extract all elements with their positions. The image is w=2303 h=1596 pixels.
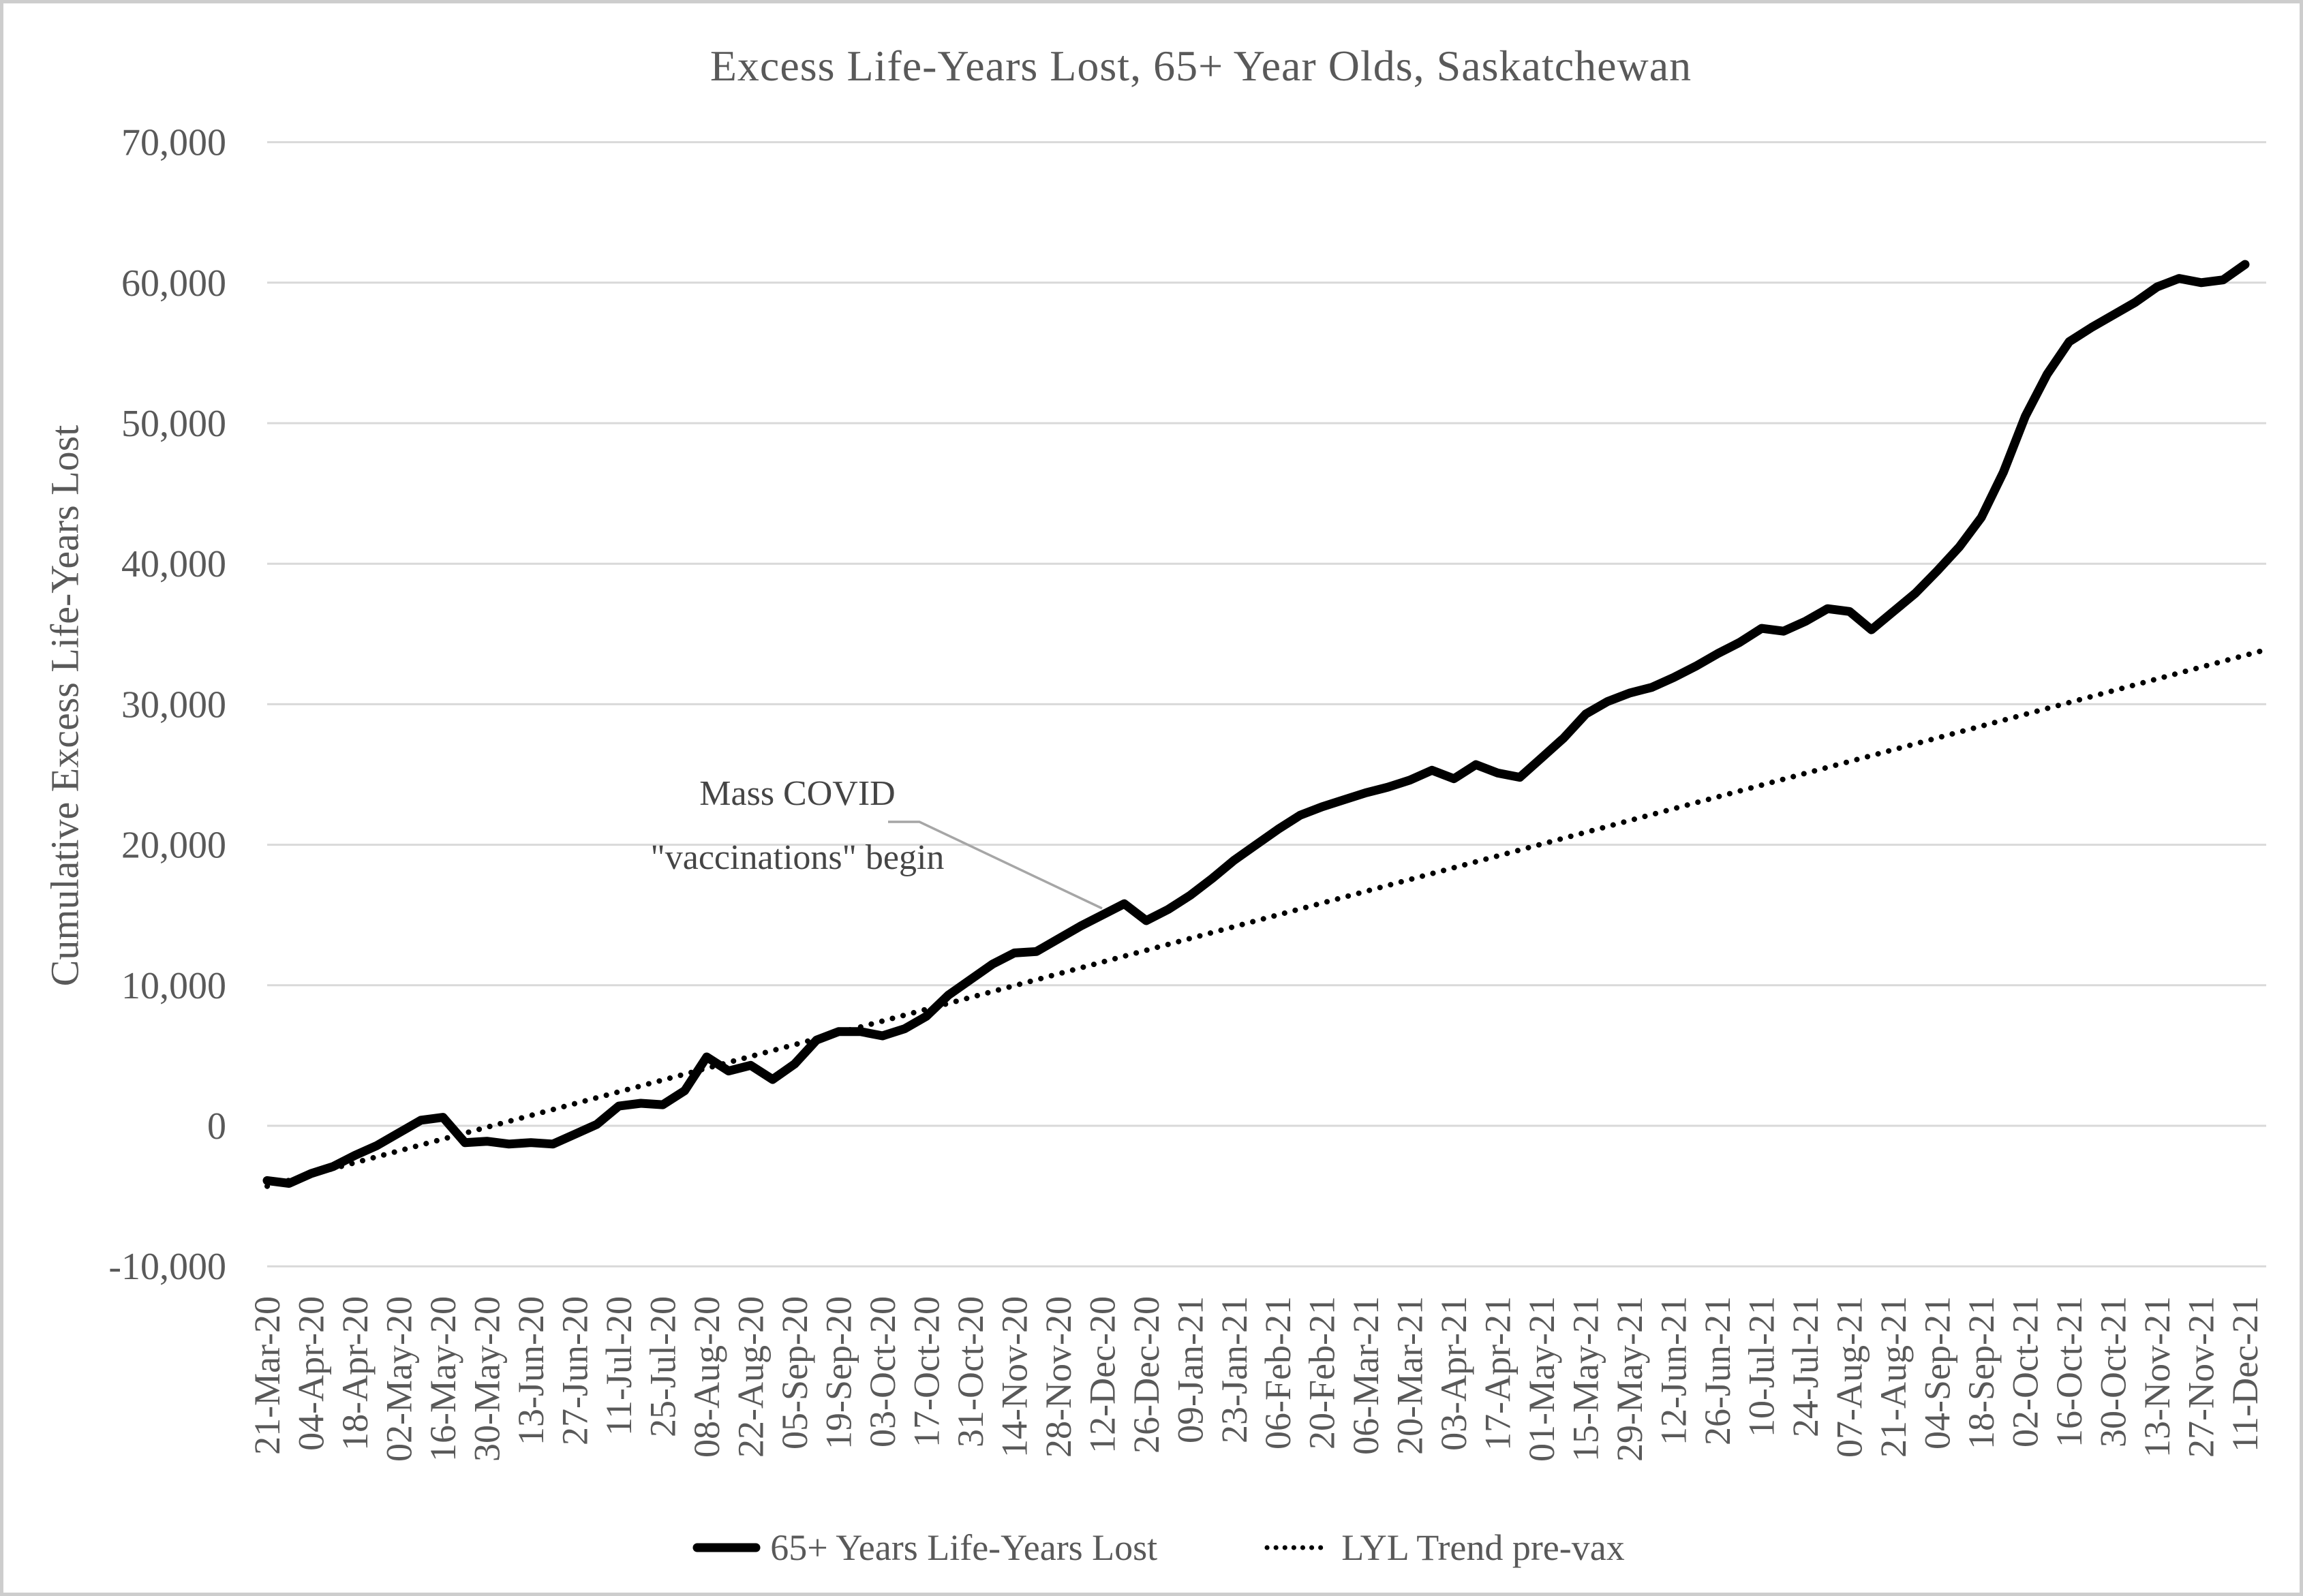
x-tick-label: 01-May-21 (1521, 1296, 1562, 1462)
x-tick-label: 18-Apr-20 (335, 1296, 376, 1451)
y-tick-label: 20,000 (121, 825, 226, 867)
x-tick-label: 04-Sep-21 (1917, 1296, 1958, 1449)
y-tick-label: 30,000 (121, 684, 226, 726)
y-tick-label: 50,000 (121, 403, 226, 445)
series-line (262, 260, 2250, 1188)
trend-line-sample (1264, 1545, 1331, 1550)
x-tick-label: 11-Dec-21 (2225, 1296, 2266, 1452)
x-tick-label: 09-Jan-21 (1170, 1296, 1210, 1443)
x-tick-label: 26-Jun-21 (1697, 1296, 1738, 1445)
x-tick-label: 15-May-21 (1566, 1296, 1606, 1462)
x-tick-label: 05-Sep-20 (774, 1296, 815, 1449)
legend: 65+ Years Life-Years Lost LYL Trend pre-… (607, 1517, 1711, 1578)
x-tick-label: 30-May-20 (466, 1296, 507, 1462)
y-tick-label: -10,000 (108, 1246, 226, 1288)
legend-trend-label: LYL Trend pre-vax (1341, 1527, 1625, 1568)
x-tick-label: 20-Feb-21 (1302, 1296, 1343, 1449)
chart-title: Excess Life-Years Lost, 65+ Year Olds, S… (710, 42, 1692, 90)
gridlines (267, 141, 2266, 1268)
x-tick-label: 04-Apr-20 (290, 1296, 331, 1451)
x-tick-label: 02-Oct-21 (2005, 1296, 2046, 1447)
x-tick-label: 13-Jun-20 (510, 1296, 551, 1445)
x-tick-label: 24-Jul-21 (1785, 1296, 1826, 1437)
annotation-leader-line (888, 820, 1103, 910)
x-tick-label: 16-May-20 (423, 1296, 463, 1462)
y-tick-label: 10,000 (121, 965, 226, 1007)
x-tick-label: 22-Aug-20 (730, 1296, 771, 1458)
x-tick-label: 26-Dec-20 (1126, 1296, 1167, 1454)
x-tick-label: 20-Mar-21 (1390, 1296, 1431, 1455)
x-tick-label: 03-Apr-21 (1433, 1296, 1474, 1451)
x-tick-label: 12-Dec-20 (1082, 1296, 1123, 1454)
x-tick-label: 31-Oct-20 (950, 1296, 991, 1447)
legend-item-series: 65+ Years Life-Years Lost (692, 1526, 1157, 1569)
x-tick-label: 10-Jul-21 (1741, 1296, 1782, 1437)
x-tick-label: 03-Oct-20 (862, 1296, 903, 1447)
x-tick-label: 18-Sep-21 (1961, 1296, 2002, 1449)
trend-line (264, 647, 2270, 1189)
series-line-sample (692, 1543, 761, 1552)
x-tick-label: 23-Jan-21 (1214, 1296, 1255, 1443)
x-tick-label: 19-Sep-20 (818, 1296, 859, 1449)
x-tick-label: 27-Nov-21 (2181, 1296, 2222, 1458)
x-tick-label: 27-Jun-20 (554, 1296, 595, 1445)
x-tick-label: 06-Mar-21 (1345, 1296, 1386, 1455)
y-tick-label: 40,000 (121, 543, 226, 585)
x-axis-tick-labels: 21-Mar-20 04-Apr-20 18-Apr-20 02-May-20 16-M… (247, 1296, 2266, 1462)
x-tick-label: 30-Oct-21 (2093, 1296, 2134, 1447)
x-tick-label: 29-May-21 (1609, 1296, 1650, 1462)
x-tick-label: 17-Apr-21 (1478, 1296, 1519, 1451)
x-tick-label: 21-Aug-21 (1873, 1296, 1914, 1458)
y-tick-label: 60,000 (121, 262, 226, 305)
y-tick-label: 0 (207, 1105, 226, 1148)
y-axis-tick-labels: 70,000 60,000 50,000 40,000 30,000 20,000 10,0… (108, 122, 226, 1289)
x-tick-label: 16-Oct-21 (2049, 1296, 2090, 1447)
annotation-callout: Mass COVID "vaccinations" begin (559, 762, 1036, 890)
legend-series-label: 65+ Years Life-Years Lost (770, 1527, 1158, 1568)
x-tick-label: 21-Mar-20 (247, 1296, 288, 1455)
x-tick-label: 07-Aug-21 (1829, 1296, 1870, 1458)
x-tick-label: 28-Nov-20 (1038, 1296, 1079, 1458)
x-tick-label: 06-Feb-21 (1257, 1296, 1298, 1449)
x-tick-label: 14-Nov-20 (994, 1296, 1035, 1458)
x-tick-label: 13-Nov-21 (2137, 1296, 2178, 1458)
annotation-line2: "vaccinations" begin (650, 838, 945, 877)
x-tick-label: 17-Oct-20 (906, 1296, 947, 1447)
y-tick-label: 70,000 (121, 122, 226, 164)
annotation-line1: Mass COVID (699, 774, 896, 813)
x-tick-label: 02-May-20 (378, 1296, 419, 1462)
x-tick-label: 08-Aug-20 (686, 1296, 727, 1458)
x-tick-label: 12-Jun-21 (1653, 1296, 1694, 1445)
x-tick-label: 11-Jul-20 (598, 1296, 639, 1436)
legend-item-trend: LYL Trend pre-vax (1264, 1526, 1625, 1569)
x-tick-label: 25-Jul-20 (642, 1296, 683, 1437)
